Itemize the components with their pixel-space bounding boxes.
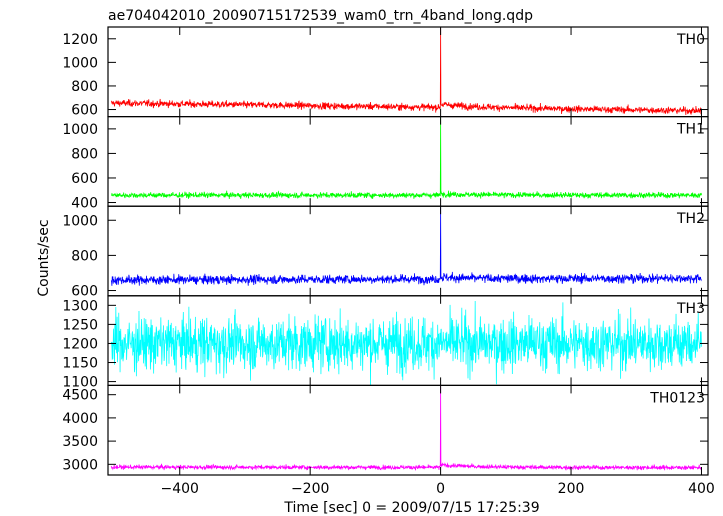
y-tick-label: 400 [71, 196, 98, 212]
panel-label: TH1 [676, 122, 705, 138]
y-tick-label: 1100 [62, 375, 98, 391]
x-tick-label: −400 [161, 481, 199, 497]
y-tick-label: 1150 [62, 356, 98, 372]
panel-th1: TH1 400 600 800 1000 [62, 115, 709, 212]
x-tick-label: 400 [688, 481, 715, 497]
panel-label: TH2 [676, 211, 705, 227]
y-axis-label: Counts/sec [36, 219, 52, 296]
y-tick-label: 1200 [62, 32, 98, 48]
y-tick-label: 1200 [62, 336, 98, 352]
y-tick-label: 800 [71, 79, 98, 95]
y-tick-label: 800 [71, 248, 98, 264]
series-th0123 [110, 385, 702, 471]
panel-th3: TH3 1100 1150 1200 1250 1300 [62, 295, 709, 391]
y-tick-label: 3500 [62, 434, 98, 450]
x-tick-label: 0 [436, 481, 445, 497]
panel-label: TH0 [676, 32, 705, 48]
y-tick-label: 600 [71, 103, 98, 119]
y-tick-label: 1000 [62, 55, 98, 71]
panels-group: TH0 600 800 1000 1200 TH1 400 600 800 1000 TH2 600 8… [62, 26, 709, 476]
y-tick-label: 1000 [62, 213, 98, 229]
y-tick-label: 1250 [62, 317, 98, 333]
x-tick-label: 200 [558, 481, 585, 497]
x-tick-group: −400 −200 0 200 400 [161, 481, 715, 497]
y-tick-label: 3000 [62, 457, 98, 473]
x-axis-label: Time [sec] 0 = 2009/07/15 17:25:39 [283, 500, 539, 516]
y-tick-label: 1300 [62, 298, 98, 314]
panel-label: TH3 [676, 301, 705, 317]
panel-frame [107, 205, 709, 297]
y-tick-label: 4000 [62, 411, 98, 427]
y-tick-label: 600 [71, 284, 98, 300]
panel-label: TH0123 [649, 390, 705, 406]
series-th0 [110, 27, 702, 115]
x-tick-label: −200 [291, 481, 329, 497]
panel-th0123: TH0123 3000 3500 4000 4500 [62, 384, 709, 476]
y-tick-label: 1000 [62, 122, 98, 138]
y-tick-label: 800 [71, 146, 98, 162]
series-th1 [111, 116, 702, 200]
panel-frame [107, 384, 709, 476]
panel-th2: TH2 600 800 1000 [62, 205, 709, 300]
y-tick-label: 4500 [62, 388, 98, 404]
panel-frame [107, 115, 709, 207]
chart-title: ae704042010_20090715172539_wam0_trn_4ban… [108, 8, 533, 24]
panel-th0: TH0 600 800 1000 1200 [62, 26, 709, 119]
y-tick-label: 600 [71, 171, 98, 187]
series-th3 [110, 300, 702, 386]
series-th2 [110, 206, 702, 286]
